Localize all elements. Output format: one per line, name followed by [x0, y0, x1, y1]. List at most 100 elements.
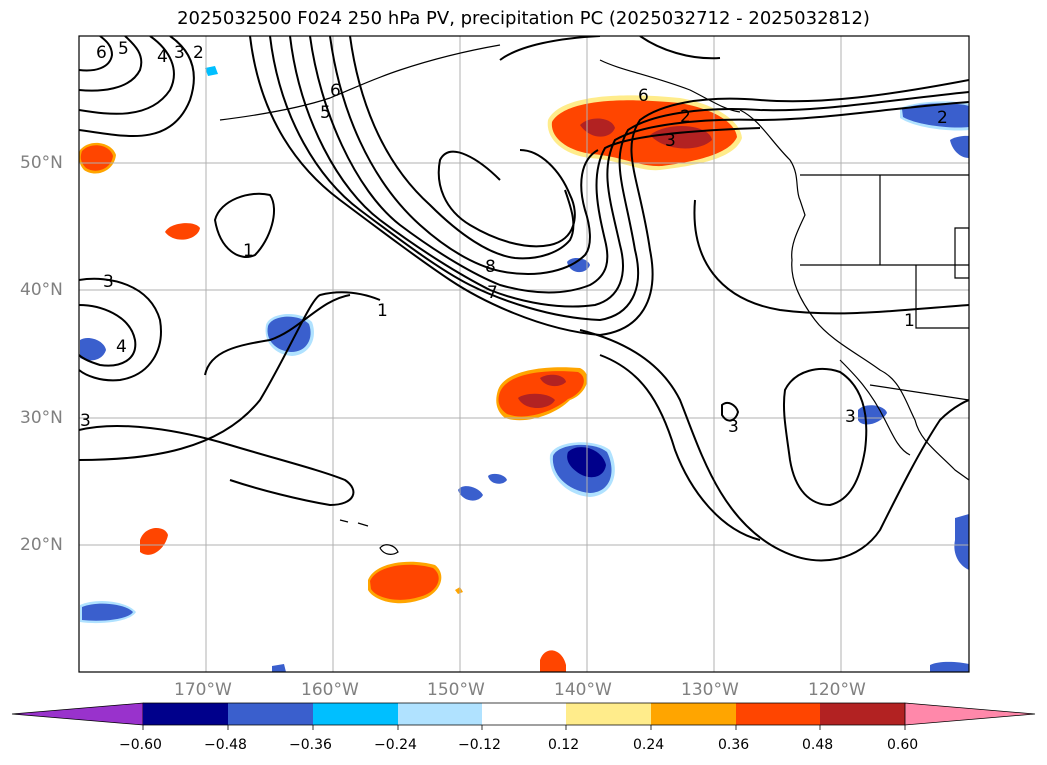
pv-contour-label: 3 [174, 43, 185, 63]
pv-contour-label: 3 [103, 272, 114, 292]
colorbar-segment [651, 703, 736, 725]
pv-contour-label: 6 [330, 81, 341, 101]
colorbar-tick-label: 0.60 [887, 737, 919, 753]
precip-negative-area [954, 514, 969, 570]
lat-label: 20°N [20, 535, 63, 555]
lat-label: 40°N [20, 280, 63, 300]
pv-contour [204, 294, 351, 376]
pv-contour [349, 36, 575, 260]
precip-negative-area [205, 66, 218, 76]
colorbar-segment [398, 703, 482, 725]
precip-negative-area [272, 664, 286, 672]
pv-contour-label: 6 [96, 43, 107, 63]
coastline [219, 44, 501, 121]
lat-label: 50°N [20, 153, 63, 173]
pv-contour-label: 4 [116, 337, 127, 357]
precip-negative-area [488, 473, 507, 484]
precip-negative-area [82, 603, 133, 621]
colorbar-segment [228, 703, 313, 725]
pv-contours [79, 36, 969, 562]
pv-contour-label: 5 [118, 39, 129, 59]
colorbar-tick-label: 0.48 [802, 737, 834, 753]
colorbar-segment [313, 703, 398, 725]
pv-contour [309, 36, 761, 294]
colorbar-extend-low [11, 702, 144, 726]
precip-negative-area [950, 135, 969, 158]
precip-positive-area [540, 650, 566, 672]
pv-contour [213, 192, 275, 258]
precip-positive-area [370, 564, 439, 600]
colorbar-segment [736, 703, 820, 725]
colorbar-segment [482, 703, 566, 725]
colorbar-tick-label: 0.12 [548, 737, 580, 753]
pv-contour-labels: 6 5 4 3 2 5 6 1 3 4 3 8 7 1 3 6 3 2 1 3 … [80, 39, 948, 437]
coastline [869, 384, 969, 401]
precip-negative-area [567, 258, 590, 273]
pv-contour-label: 2 [680, 107, 691, 127]
precip-negative-area [458, 486, 483, 501]
precip-positive-area [580, 118, 712, 149]
precip-negative-area [80, 338, 106, 361]
pv-contour [721, 402, 740, 422]
coastline [599, 59, 741, 113]
coastline [739, 109, 969, 481]
pv-contour [79, 36, 143, 92]
lon-label: 120°W [808, 680, 866, 700]
pv-contour-label: 1 [377, 301, 388, 321]
map-title: 2025032500 F024 250 hPa PV, precipitatio… [177, 8, 870, 29]
colorbar-segment [143, 703, 228, 725]
pv-contour [782, 368, 868, 507]
precip-positive-area [455, 587, 463, 594]
colorbar-tick-label: 0.36 [718, 737, 750, 753]
precip-positive-area [518, 374, 566, 408]
pv-contour-label: 3 [728, 417, 739, 437]
pv-contour-label: 8 [485, 257, 496, 277]
precip-shading [79, 66, 969, 672]
pv-contour [579, 329, 969, 562]
precip-positive-area [80, 145, 113, 171]
colorbar-tick-label: −0.36 [289, 737, 332, 753]
pv-contour-label: 7 [487, 283, 498, 303]
colorbar [11, 702, 1036, 730]
pv-contour-label: 1 [904, 311, 915, 331]
precip-positive-area [551, 100, 737, 167]
precip-positive-area [140, 528, 168, 555]
colorbar-tick-label: −0.48 [204, 737, 247, 753]
colorbar-segment [566, 703, 651, 725]
pv-contour [599, 354, 761, 541]
pv-contour-label: 4 [157, 47, 168, 67]
lon-label: 170°W [174, 680, 232, 700]
pv-contour-label: 2 [193, 43, 204, 63]
pv-contour-label: 5 [320, 103, 331, 123]
colorbar-extend-high [904, 702, 1036, 726]
colorbar-tick-label: 0.24 [633, 737, 665, 753]
pv-contour [269, 36, 969, 322]
pv-contour [693, 199, 969, 315]
pv-contour-label: 3 [80, 411, 91, 431]
colorbar-tick-label: −0.24 [374, 737, 417, 753]
pv-contour [79, 36, 195, 137]
lon-label: 130°W [681, 680, 739, 700]
pv-contour-label: 3 [665, 131, 676, 151]
map-frame [78, 35, 970, 673]
coastline [800, 175, 969, 329]
map-area [79, 36, 969, 672]
pv-contour [79, 36, 114, 72]
coastline [954, 227, 969, 279]
coastline [339, 519, 399, 555]
lat-label: 30°N [20, 408, 63, 428]
coastline [839, 359, 911, 456]
pv-contour-label: 3 [845, 407, 856, 427]
pv-contour [79, 36, 175, 115]
precip-negative-area [930, 661, 969, 672]
pv-contour [437, 149, 576, 248]
pv-contour [639, 36, 721, 60]
pv-contour-label: 2 [937, 108, 948, 128]
colorbar-tick-label: −0.12 [458, 737, 501, 753]
pv-contour [79, 277, 162, 382]
pv-contour [329, 36, 599, 275]
colorbar-tick-label: −0.60 [119, 737, 162, 753]
pv-contour [79, 425, 355, 507]
pv-contour [499, 36, 601, 61]
